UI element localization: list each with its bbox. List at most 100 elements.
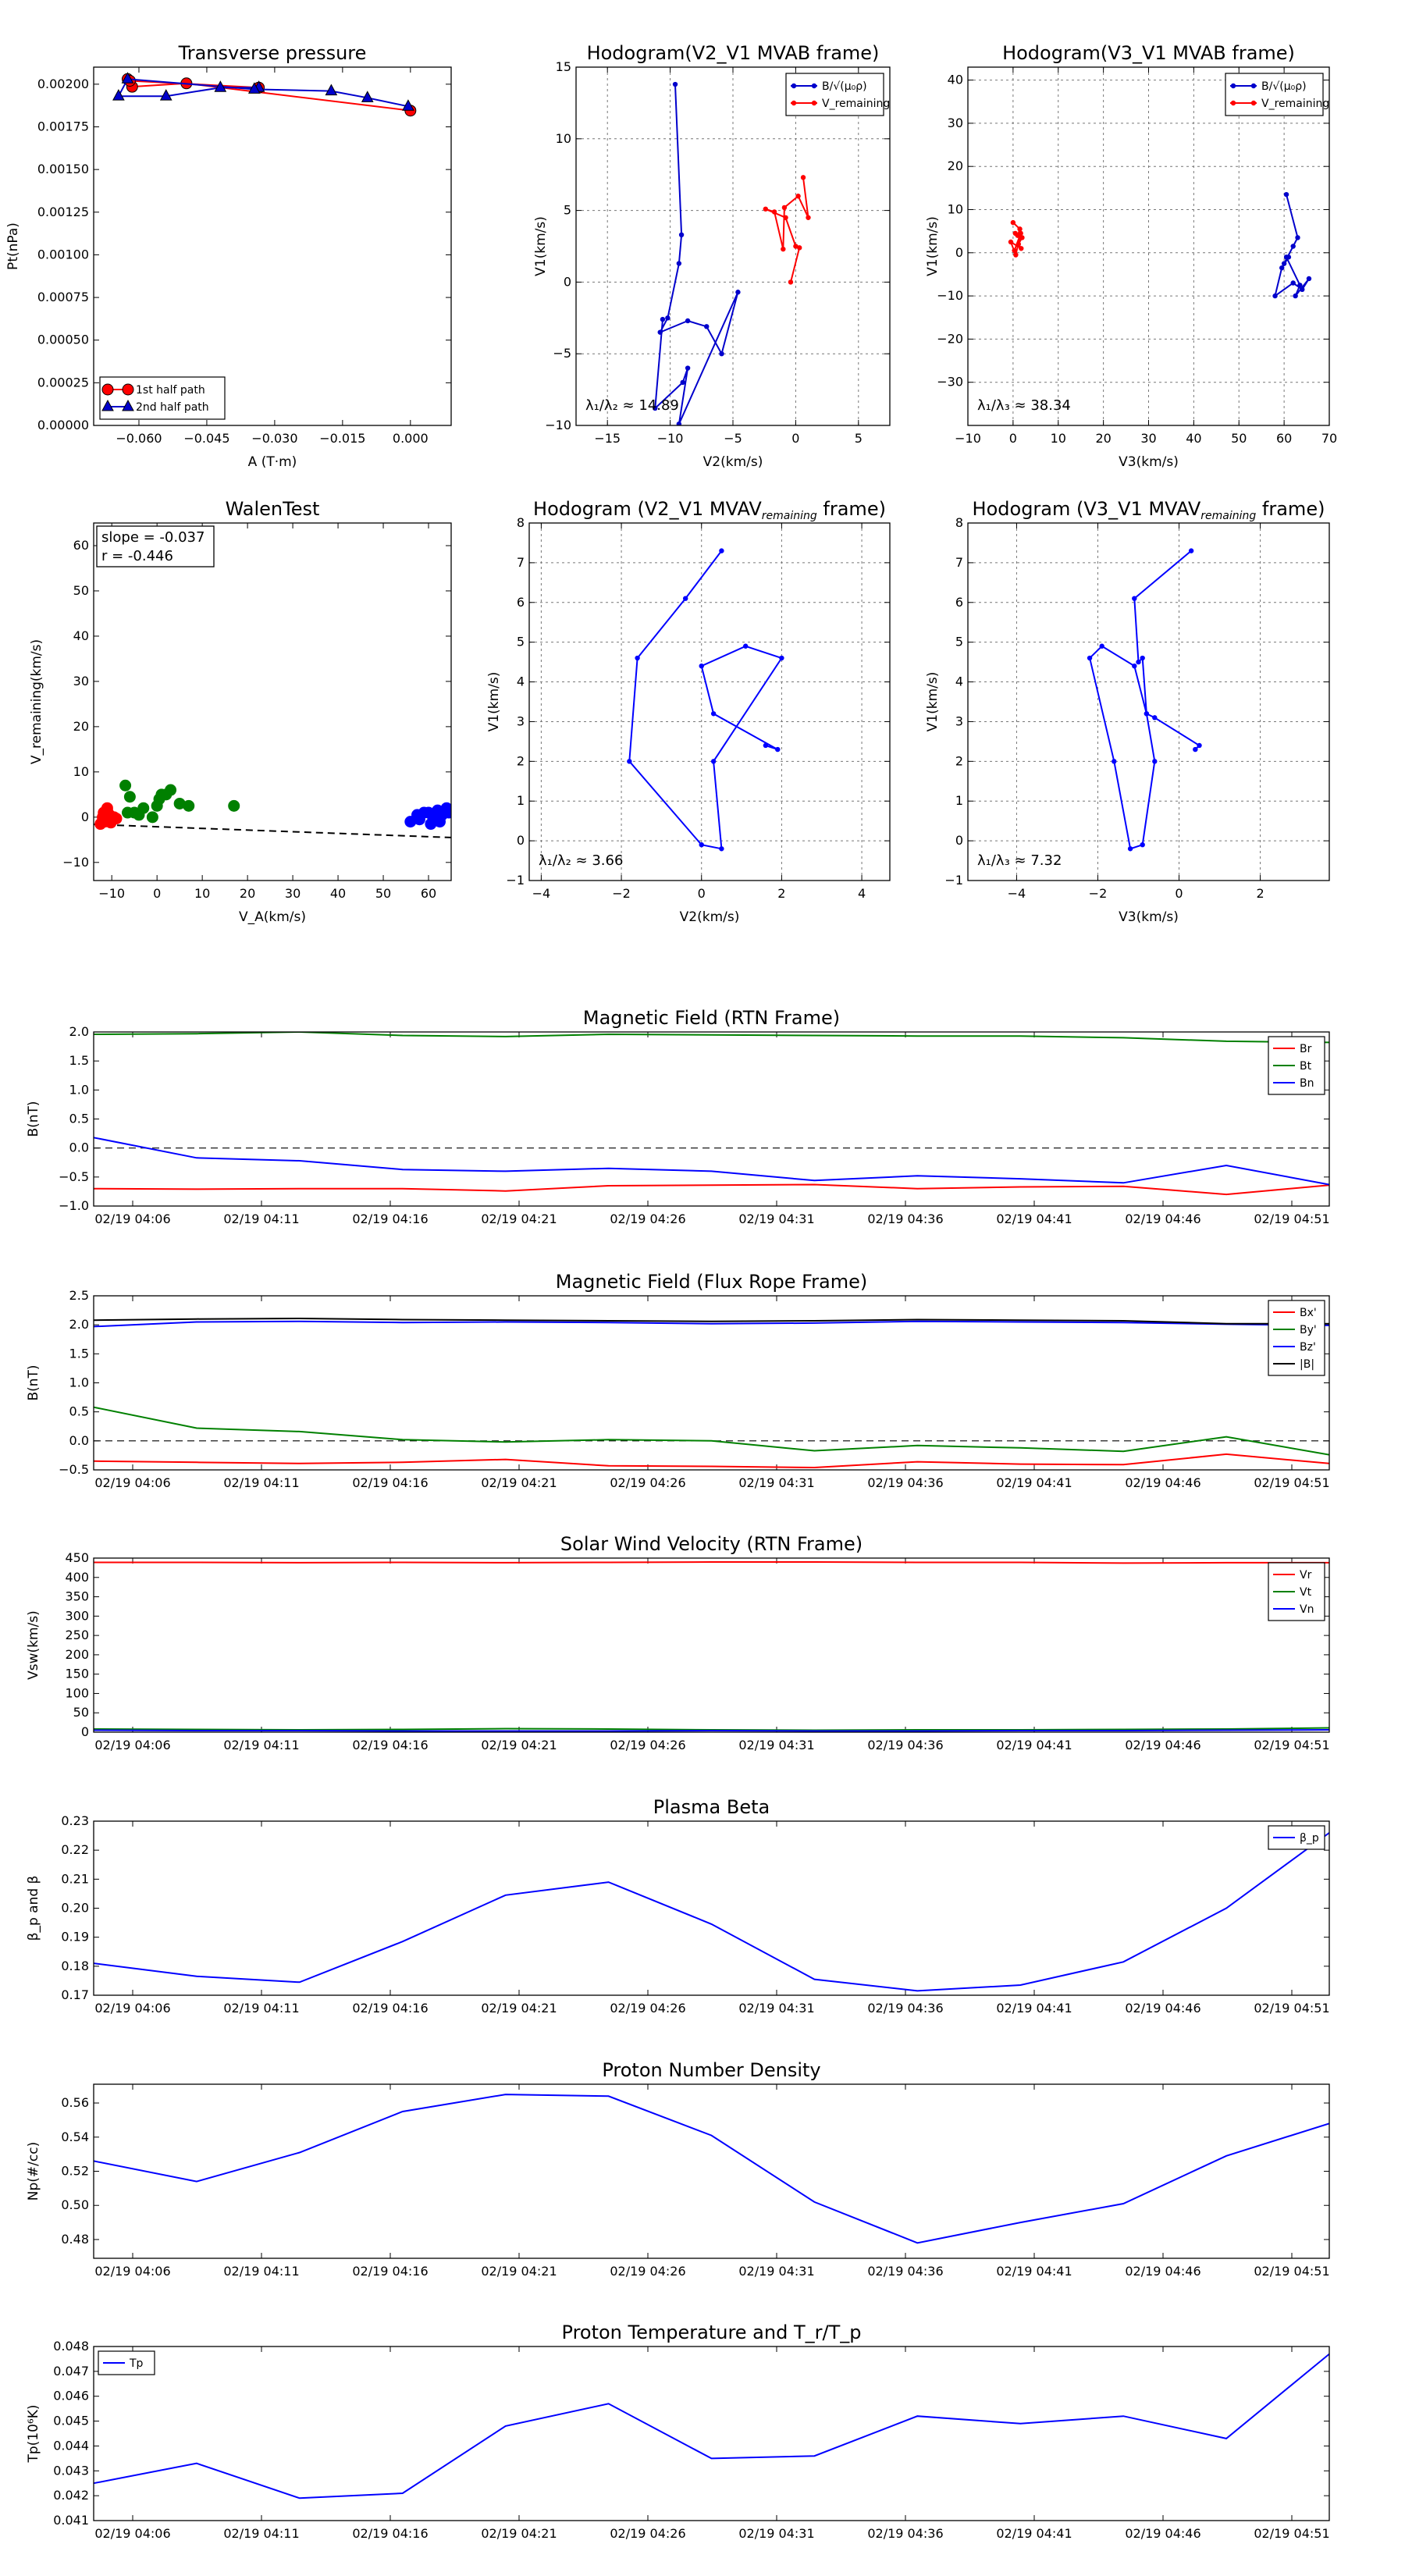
series-0-point xyxy=(683,596,688,601)
chart-title: Hodogram (V3_V1 MVAVremaining frame) xyxy=(973,498,1325,522)
plot-area xyxy=(1008,191,1312,299)
title-end: frame) xyxy=(817,498,886,520)
series-0-point xyxy=(678,232,685,238)
series-0-point xyxy=(1087,655,1093,661)
series-0-point xyxy=(735,290,741,295)
title-subscript: remaining xyxy=(762,510,817,522)
x-axis-label: V3(km/s) xyxy=(1119,454,1179,470)
series-0-point xyxy=(1295,235,1300,240)
series-0-point xyxy=(1283,191,1289,197)
y-tick-label: 0 xyxy=(955,245,963,260)
title-end: frame) xyxy=(1256,498,1325,520)
series-1-point xyxy=(128,806,140,819)
x-tick-label: 02/19 04:36 xyxy=(867,2526,943,2541)
y-tick-label: 0 xyxy=(517,833,525,848)
x-tick-label: 20 xyxy=(1095,431,1111,446)
x-tick-label: 02/19 04:21 xyxy=(481,2526,557,2541)
series-1-point xyxy=(788,279,794,285)
chart-title: Hodogram(V3_V1 MVAB frame) xyxy=(1002,42,1295,64)
x-tick-label: 02/19 04:46 xyxy=(1125,2526,1200,2541)
plot-area xyxy=(1087,548,1202,852)
y-tick-label: 0.042 xyxy=(53,2488,89,2503)
x-tick-label: 02/19 04:21 xyxy=(481,1738,557,1752)
x-tick-label: −4 xyxy=(1008,886,1026,901)
x-tick-label: 02/19 04:26 xyxy=(610,1738,685,1752)
y-axis-label: Tp(10⁶K) xyxy=(26,2404,41,2463)
legend-label: B/√(μ₀ρ) xyxy=(1261,80,1307,93)
series-0-point xyxy=(676,421,682,425)
series-1-point xyxy=(797,245,802,251)
x-tick-label: 02/19 04:46 xyxy=(1125,1212,1200,1226)
series-0-point xyxy=(1099,643,1104,649)
y-tick-label: 0.043 xyxy=(53,2463,89,2478)
series-0-line xyxy=(654,84,739,425)
y-tick-label: 0.047 xyxy=(53,2364,89,2379)
x-tick-label: 02/19 04:31 xyxy=(738,1475,814,1490)
y-tick-label: −10 xyxy=(937,288,963,303)
y-tick-label: −0.5 xyxy=(59,1169,89,1184)
legend-marker xyxy=(101,383,114,396)
series-0-point xyxy=(1144,711,1150,717)
y-tick-label: −1 xyxy=(944,873,963,888)
legend: β_p xyxy=(1268,1825,1325,1850)
y-tick-label: 50 xyxy=(73,583,89,598)
y-tick-label: 0.041 xyxy=(53,2513,89,2528)
chart-title: Magnetic Field (Flux Rope Frame) xyxy=(556,1271,867,1293)
series-0-point xyxy=(743,643,749,649)
y-tick-label: 8 xyxy=(955,515,963,530)
y-tick-label: 1 xyxy=(955,793,963,808)
plot-area xyxy=(94,2094,1329,2244)
y-tick-label: 5 xyxy=(564,203,571,218)
x-tick-label: 02/19 04:26 xyxy=(610,2526,685,2541)
series-1-point xyxy=(146,811,158,824)
y-tick-label: 0.00075 xyxy=(37,290,89,304)
chart-title: Proton Number Density xyxy=(602,2059,820,2081)
y-tick-label: 0.5 xyxy=(69,1112,89,1126)
x-tick-label: 02/19 04:36 xyxy=(867,2264,943,2279)
series-1-point xyxy=(1008,239,1014,245)
y-tick-label: 8 xyxy=(517,515,525,530)
x-tick-label: 02/19 04:16 xyxy=(352,2001,428,2016)
x-tick-label: 02/19 04:06 xyxy=(94,2526,170,2541)
x-tick-label: 02/19 04:11 xyxy=(223,2526,299,2541)
legend-label: Bn xyxy=(1300,1077,1314,1090)
series-0-point xyxy=(704,324,710,329)
y-tick-label: 2.0 xyxy=(69,1317,89,1332)
x-axis-label: V_A(km/s) xyxy=(239,909,306,925)
y-tick-label: 5 xyxy=(955,635,963,649)
x-tick-label: 02/19 04:21 xyxy=(481,1475,557,1490)
x-tick-label: 02/19 04:36 xyxy=(867,1212,943,1226)
y-tick-label: −1 xyxy=(506,873,525,888)
y-tick-label: 4 xyxy=(955,674,963,689)
series-0-point xyxy=(672,81,678,87)
x-tick-label: 02/19 04:51 xyxy=(1254,1738,1329,1752)
x-tick-label: −0.030 xyxy=(251,431,297,446)
x-tick-label: 02/19 04:16 xyxy=(352,2264,428,2279)
series-1-line xyxy=(94,1032,1329,1044)
plot-frame xyxy=(93,2346,1330,2521)
x-tick-label: 02/19 04:26 xyxy=(610,2264,685,2279)
series-0-line xyxy=(94,2094,1329,2244)
x-tick-label: 02/19 04:11 xyxy=(223,1738,299,1752)
legend-marker xyxy=(791,83,797,89)
y-tick-label: 7 xyxy=(517,555,525,570)
series-0-point xyxy=(1290,280,1296,286)
x-tick-label: 02/19 04:26 xyxy=(610,2001,685,2016)
series-1-line xyxy=(765,177,809,283)
x-tick-label: −10 xyxy=(98,886,125,901)
x-tick-label: 02/19 04:11 xyxy=(223,1212,299,1226)
series-0-point xyxy=(1132,664,1137,669)
legend: 1st half path 2nd half path xyxy=(99,376,226,420)
x-tick-label: 02/19 04:51 xyxy=(1254,1212,1329,1226)
x-tick-label: −10 xyxy=(657,431,684,446)
series-0-point xyxy=(1300,286,1305,293)
legend-marker xyxy=(811,83,817,89)
chart-magnetic-field-rtn: Magnetic Field (RTN Frame) −1.0 −0.5 0.0 0.5… xyxy=(26,1007,1330,1226)
x-tick-label: 30 xyxy=(285,886,301,901)
x-tick-label: 20 xyxy=(240,886,255,901)
x-tick-label: 10 xyxy=(1051,431,1066,446)
legend-label: V_remaining xyxy=(822,98,890,110)
y-tick-label: 0.54 xyxy=(61,2129,89,2144)
chart-transverse-pressure: Transverse pressure −0.060 −0.045 −0.030 −0.… xyxy=(5,42,452,470)
y-tick-label: 0.23 xyxy=(61,1813,89,1828)
